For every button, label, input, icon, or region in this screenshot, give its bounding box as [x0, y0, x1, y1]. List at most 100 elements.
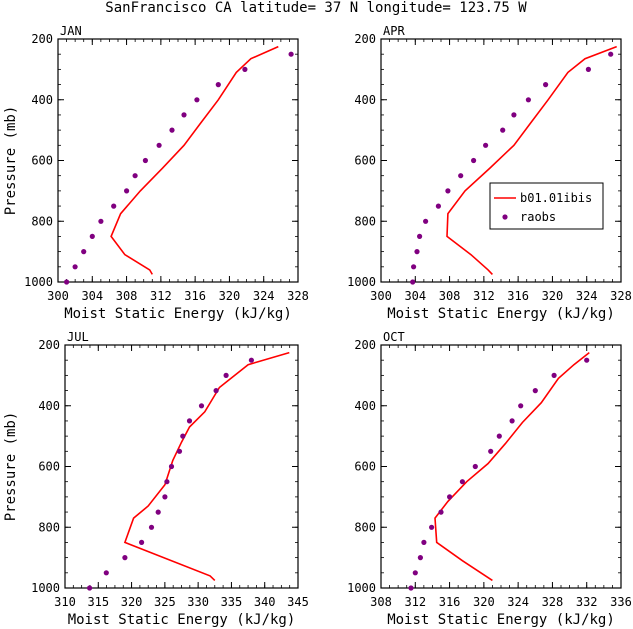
x-tick-label: 308: [439, 289, 461, 303]
x-tick-label: 324: [253, 289, 275, 303]
raobs-point: [496, 433, 502, 439]
raobs-point: [417, 233, 423, 239]
x-tick-label: 316: [184, 289, 206, 303]
raobs-point: [87, 585, 93, 591]
plot-frame: [57, 38, 299, 283]
x-tick-label: 308: [116, 289, 138, 303]
raobs-point: [410, 279, 416, 285]
raobs-point: [532, 388, 538, 394]
raobs-point: [584, 357, 590, 363]
x-tick-label: 316: [439, 595, 461, 609]
raobs-point: [458, 173, 464, 179]
raobs-point: [509, 418, 515, 424]
y-tick-label: 200: [38, 338, 60, 352]
raobs-point: [132, 173, 138, 179]
raobs-point: [198, 403, 205, 409]
raobs-point: [124, 188, 130, 194]
x-tick-label: 320: [473, 595, 495, 609]
x-tick-label: 324: [507, 595, 529, 609]
raobs-point: [429, 524, 435, 530]
raobs-point: [156, 142, 162, 148]
x-tick-label: 328: [610, 289, 632, 303]
raobs-point: [103, 570, 109, 576]
panel-jan: JAN 300 304 308 312 316 320 324 328 200 400 600 800 1…: [3, 24, 309, 322]
raobs-point: [483, 142, 489, 148]
x-tick-label: 320: [219, 289, 241, 303]
raobs-point: [518, 403, 524, 409]
raobs-point: [447, 494, 453, 500]
raobs-point: [585, 66, 592, 72]
legend-model-label: b01.01ibis: [520, 191, 592, 205]
panels: JAN 300 304 308 312 316 320 324 328 200 400 600 800 1…: [3, 24, 632, 628]
panel-title: JAN: [60, 24, 82, 38]
raobs-point: [500, 127, 506, 133]
raobs-point: [98, 218, 104, 224]
raobs-point: [411, 264, 417, 270]
raobs-point: [223, 372, 229, 378]
y-tick-label: 200: [31, 32, 53, 46]
raobs-point: [215, 82, 221, 88]
raobs-point: [543, 82, 549, 88]
x-tick-label: 328: [542, 595, 564, 609]
raobs-point: [459, 479, 465, 485]
model-line: [446, 45, 617, 275]
y-tick-label: 400: [354, 399, 376, 413]
raobs-point: [242, 66, 248, 72]
x-axis-label: Moist Static Energy (kJ/kg): [64, 306, 292, 322]
x-tick-label: 345: [287, 595, 309, 609]
raobs-point: [180, 433, 186, 439]
raobs-point: [169, 127, 175, 133]
raobs-point: [111, 203, 117, 209]
y-tick-label: 600: [38, 460, 60, 474]
raobs-point: [488, 448, 494, 454]
y-tick-label: 1000: [347, 275, 376, 289]
raobs-point: [122, 555, 128, 561]
x-tick-label: 332: [576, 595, 598, 609]
x-tick-label: 328: [287, 289, 309, 303]
panel-title: JUL: [67, 330, 89, 344]
raobs-point: [164, 479, 170, 485]
y-tick-label: 800: [354, 214, 376, 228]
raobs-point: [412, 570, 418, 576]
raobs-point: [213, 388, 219, 394]
x-tick-label: 316: [507, 289, 529, 303]
raobs-point: [186, 418, 193, 424]
plot-frame: [380, 38, 622, 283]
raobs-point: [511, 112, 517, 118]
legend-point-swatch: [502, 214, 508, 220]
raobs-point: [89, 233, 95, 239]
raobs-point: [438, 509, 444, 515]
raobs-point: [417, 555, 423, 561]
x-tick-label: 315: [87, 595, 109, 609]
model-line: [434, 351, 590, 582]
raobs-point: [248, 357, 254, 363]
raobs-point: [435, 203, 441, 209]
x-tick-label: 300: [370, 289, 392, 303]
y-tick-label: 200: [354, 338, 376, 352]
x-tick-label: 320: [121, 595, 143, 609]
raobs-point: [162, 494, 168, 500]
raobs-point: [423, 218, 429, 224]
raobs-point: [168, 463, 175, 470]
plot-frame: [64, 344, 299, 589]
x-tick-label: 300: [47, 289, 69, 303]
x-tick-label: 324: [576, 289, 598, 303]
raobs-point: [142, 157, 148, 164]
x-tick-label: 336: [610, 595, 632, 609]
legend-obs-label: raobs: [520, 210, 556, 224]
y-tick-label: 600: [354, 460, 376, 474]
raobs-point: [148, 524, 155, 530]
panel-jul: JUL 310 315 320 325 330 335 340 345 200 400 600 800 1…: [3, 330, 309, 628]
raobs-point: [181, 112, 187, 118]
y-tick-label: 800: [31, 214, 53, 228]
panel-title: OCT: [383, 330, 405, 344]
raobs-point: [288, 51, 294, 57]
raobs-point: [445, 188, 451, 194]
raobs-point: [408, 585, 414, 591]
raobs-point: [472, 463, 478, 470]
raobs-point: [72, 264, 78, 270]
x-tick-label: 312: [404, 595, 426, 609]
raobs-point: [176, 448, 183, 454]
y-tick-label: 600: [354, 154, 376, 168]
